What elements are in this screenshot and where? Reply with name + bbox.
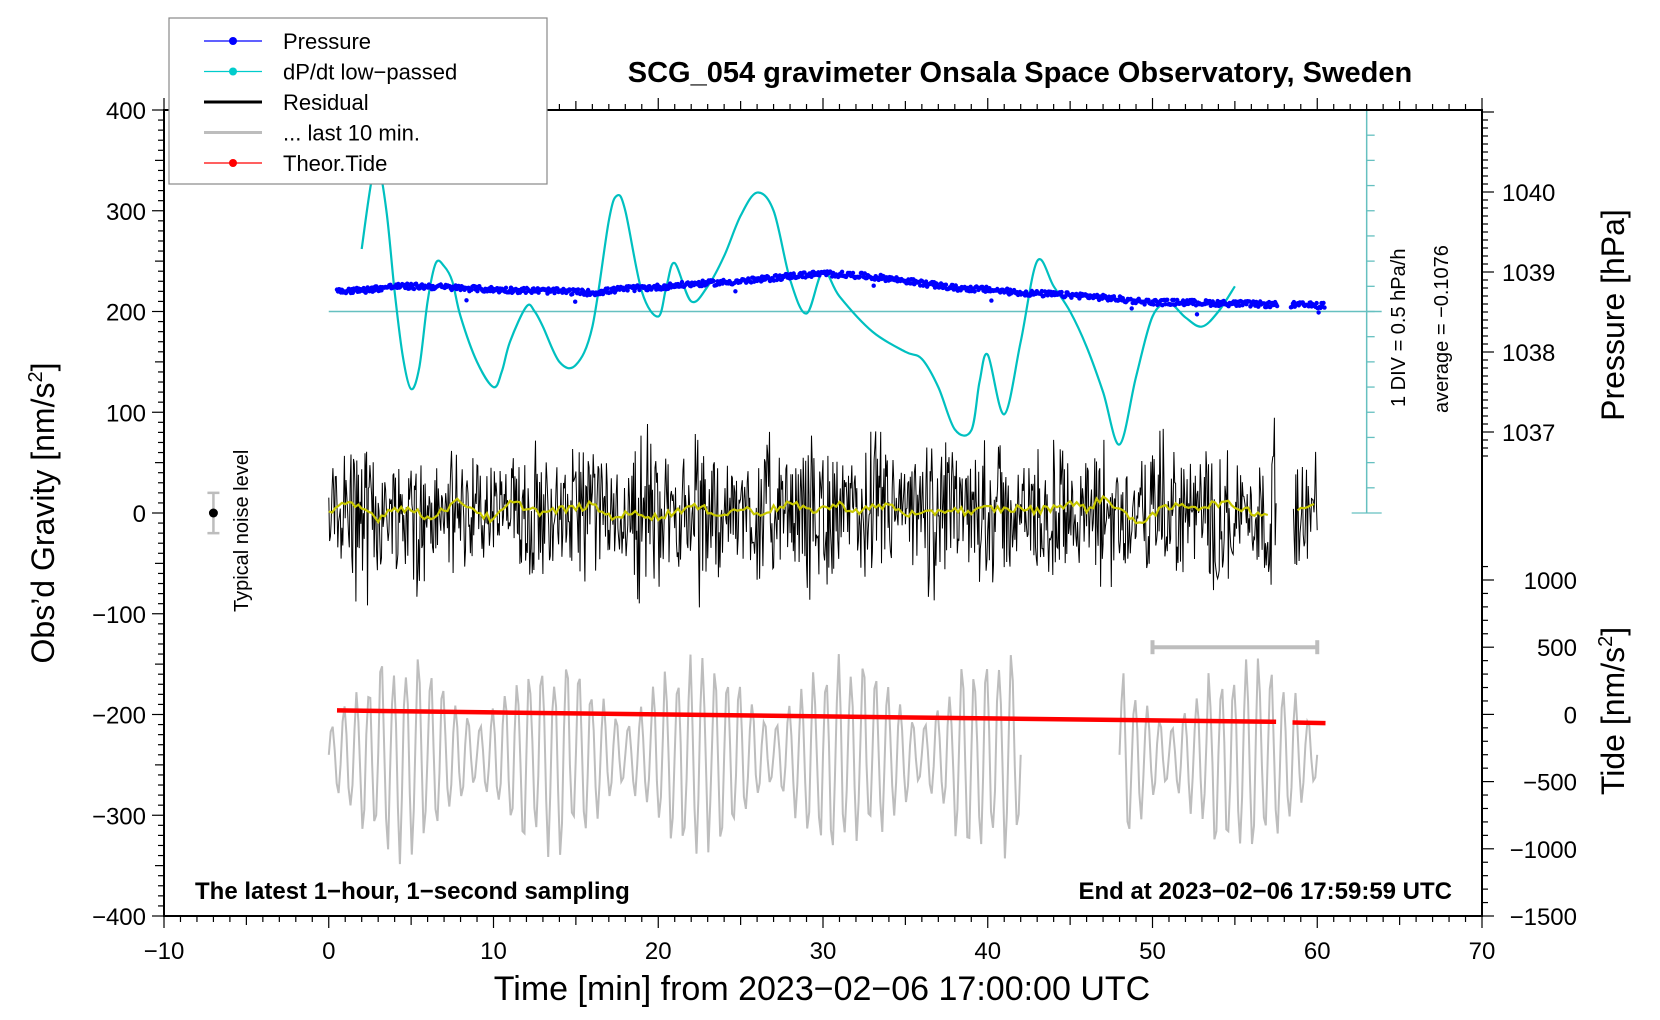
x-axis-label: Time [min] from 2023−02−06 17:00:00 UTC: [494, 970, 1150, 1008]
axes-layer: −10 0 10 20 30 40 50 60 704003002001000−100−200−…: [92, 98, 1577, 965]
y-pressure-tick-label: 1040: [1502, 180, 1555, 207]
pressure-point: [802, 270, 807, 275]
x-tick-label: 70: [1469, 938, 1496, 965]
y-axis-left-label: Obs’d Gravity [nm/s2]: [25, 363, 61, 664]
legend-label: Theor.Tide: [283, 151, 387, 176]
pressure-point: [857, 274, 863, 279]
pressure-point: [733, 289, 738, 294]
pressure-point: [1151, 302, 1156, 307]
legend-item: Theor.Tide: [204, 151, 387, 176]
y-left-tick-label: 300: [106, 199, 146, 226]
pressure-point: [871, 283, 876, 288]
y-axis-pressure-label: Pressure [hPa]: [1595, 209, 1631, 421]
y-tide-tick-label: −1000: [1510, 837, 1577, 864]
dpdt-div-label: 1 DIV = 0.5 hPa/h: [1388, 249, 1410, 407]
pressure-point: [1274, 303, 1280, 309]
pressure-point: [637, 287, 642, 293]
legend-item: Residual: [204, 90, 369, 115]
y-pressure-tick-label: 1038: [1502, 340, 1555, 367]
y-left-tick-label: 100: [106, 400, 146, 427]
dpdt-average-label: average = −0.1076: [1431, 245, 1453, 413]
pressure-point: [1321, 300, 1326, 306]
x-tick-label: 30: [810, 938, 837, 965]
y-pressure-tick-label: 1037: [1502, 420, 1555, 447]
y-tide-tick-label: 0: [1564, 702, 1577, 729]
y-axis-tide-label: Tide [nm/s2]: [1595, 627, 1631, 795]
pressure-point: [475, 289, 480, 294]
y-left-tick-label: 400: [106, 98, 146, 125]
noise-level-point: [208, 508, 218, 518]
last-10-min-line: [1118, 658, 1319, 845]
y-left-tick-label: −400: [92, 904, 146, 931]
y-left-tick-label: −200: [92, 703, 146, 730]
pressure-point: [1165, 297, 1170, 302]
pressure-point: [411, 286, 417, 292]
pressure-point: [1059, 289, 1064, 295]
pressure-point: [711, 278, 716, 284]
pressure-point: [585, 287, 591, 293]
pressure-point: [1316, 310, 1321, 315]
pressure-point: [989, 298, 994, 303]
pressure-point: [1194, 312, 1200, 317]
pressure-series: [334, 269, 1327, 317]
pressure-point: [972, 289, 977, 294]
pressure-point: [943, 282, 949, 287]
pressure-point: [679, 279, 685, 285]
legend-swatch-marker: [229, 159, 237, 167]
pressure-point: [850, 270, 856, 276]
pressure-point: [1322, 305, 1327, 310]
legend-item: dP/dt low−passed: [204, 60, 457, 85]
legend: Pressure dP/dt low−passed Residual ... last…: [168, 17, 548, 185]
legend-label: Residual: [283, 90, 369, 115]
legend-label: dP/dt low−passed: [283, 60, 457, 85]
legend-label: ... last 10 min.: [283, 121, 420, 146]
chart-title: SCG_054 gravimeter Onsala Space Observat…: [628, 57, 1412, 89]
x-tick-label: 20: [645, 938, 672, 965]
dpdt-line: [360, 162, 1236, 446]
legend-item: ... last 10 min.: [204, 121, 420, 146]
residual-smoothed-line: [328, 494, 1315, 525]
residual-line: [328, 417, 1318, 608]
y-tide-tick-label: −500: [1523, 770, 1577, 797]
y-tide-tick-label: 1000: [1524, 568, 1577, 595]
pressure-point: [1129, 306, 1134, 311]
legend-swatch-marker: [229, 67, 237, 76]
pressure-point: [552, 290, 557, 296]
noise-level-label: Typical noise level: [231, 450, 253, 612]
last-10-min-line: [327, 654, 1022, 865]
legend-label: Pressure: [283, 29, 371, 54]
pressure-point: [1314, 300, 1319, 306]
pressure-point: [573, 299, 578, 304]
pressure-point: [406, 286, 412, 291]
annotation-end-time: End at 2023−02−06 17:59:59 UTC: [1078, 878, 1452, 905]
pressure-point: [576, 287, 581, 292]
theor-tide-line: [336, 708, 1277, 725]
y-left-tick-label: 200: [106, 300, 146, 327]
annotation-sampling: The latest 1−hour, 1−second sampling: [195, 878, 630, 905]
x-tick-label: 60: [1304, 938, 1331, 965]
series-layer: [207, 109, 1382, 865]
pressure-point: [605, 286, 610, 291]
y-left-tick-label: 0: [133, 501, 146, 528]
x-tick-label: 0: [322, 938, 335, 965]
x-tick-label: 40: [974, 938, 1001, 965]
pressure-point: [625, 288, 630, 293]
legend-item: Pressure: [204, 29, 371, 54]
pressure-point: [464, 298, 469, 303]
y-left-tick-label: −100: [92, 602, 146, 629]
theor-tide-line: [1292, 720, 1326, 726]
pressure-point: [953, 283, 958, 288]
y-tide-tick-label: 500: [1537, 635, 1577, 662]
y-left-tick-label: −300: [92, 803, 146, 830]
pressure-point: [839, 269, 845, 274]
y-tide-tick-label: −1500: [1510, 904, 1577, 931]
legend-swatch-marker: [229, 37, 237, 45]
x-tick-label: 50: [1139, 938, 1166, 965]
x-tick-label: 10: [480, 938, 507, 965]
x-tick-label: −10: [144, 938, 185, 965]
y-pressure-tick-label: 1039: [1502, 260, 1555, 287]
pressure-point: [503, 285, 509, 290]
